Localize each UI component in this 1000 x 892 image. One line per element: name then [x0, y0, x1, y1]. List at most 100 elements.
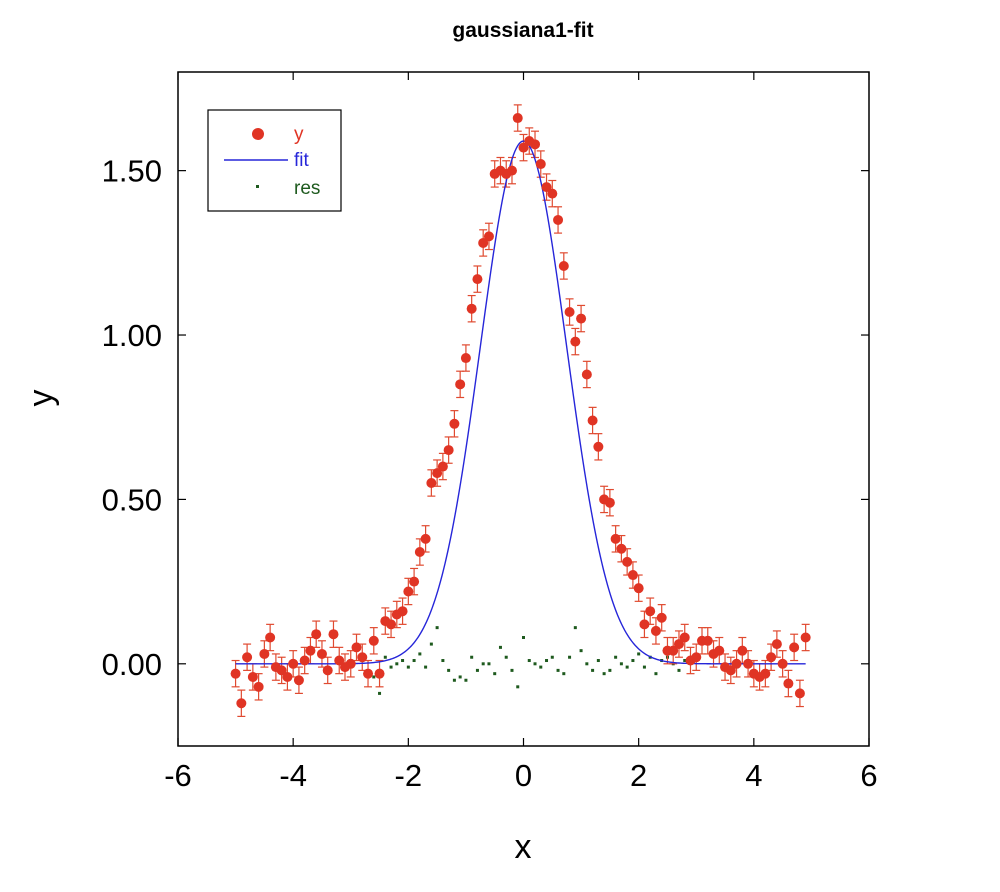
y-point [449, 418, 460, 429]
x-tick-label: 4 [745, 758, 762, 793]
y-point [691, 652, 702, 663]
y-point [737, 645, 748, 656]
y-point [547, 188, 558, 199]
legend-y-marker [252, 128, 264, 140]
res-point [383, 655, 387, 659]
y-tick-label: 1.50 [102, 154, 162, 189]
res-point [654, 672, 658, 676]
y-point [363, 668, 374, 679]
y-point [432, 468, 443, 479]
y-point [506, 165, 517, 176]
res-point [504, 655, 508, 659]
y-point [593, 441, 604, 452]
y-point [426, 477, 437, 488]
y-point [483, 231, 494, 242]
y-point [650, 625, 661, 636]
y-point [345, 658, 356, 669]
y-point [570, 336, 581, 347]
y-point [311, 629, 322, 640]
y-point [777, 658, 788, 669]
y-point [420, 533, 431, 544]
y-point [760, 668, 771, 679]
res-point [683, 659, 687, 663]
y-point [357, 652, 368, 663]
y-point [322, 665, 333, 676]
res-point [395, 662, 399, 666]
x-tick-label: -6 [164, 758, 192, 793]
y-point [299, 655, 310, 666]
y-point [466, 303, 477, 314]
y-point [242, 652, 253, 663]
res-point [568, 655, 572, 659]
x-axis-label: x [515, 828, 532, 866]
res-point [550, 655, 554, 659]
res-point [429, 642, 433, 646]
y-point [247, 671, 258, 682]
x-tick-label: 0 [515, 758, 532, 793]
res-point [406, 665, 410, 669]
res-point [596, 659, 600, 663]
res-point [441, 659, 445, 663]
res-point [401, 659, 405, 663]
y-point [794, 688, 805, 699]
res-point [556, 668, 560, 672]
y-tick-label: 1.00 [102, 318, 162, 353]
y-point [766, 652, 777, 663]
res-point [452, 678, 456, 682]
legend-y-label: y [294, 124, 304, 145]
res-point [447, 668, 451, 672]
y-tick-label: 0.50 [102, 482, 162, 517]
y-series-points [230, 113, 811, 709]
y-point [328, 629, 339, 640]
y-point [535, 159, 546, 170]
res-point [533, 662, 537, 666]
y-point [702, 635, 713, 646]
res-point [562, 672, 566, 676]
res-point [493, 672, 497, 676]
res-point [516, 685, 520, 689]
x-tick-label: -2 [395, 758, 423, 793]
y-point [512, 113, 523, 124]
y-axis-label: y [22, 390, 60, 407]
res-point [631, 659, 635, 663]
y-point [564, 307, 575, 318]
y-point [553, 214, 564, 225]
y-point [316, 648, 327, 659]
y-point [743, 658, 754, 669]
res-point [458, 675, 462, 679]
y-point [633, 583, 644, 594]
legend: y fit res [207, 109, 342, 212]
y-point [443, 445, 454, 456]
axis-tick-labels: -6 -4 -2 0 2 4 6 0.00 0.50 1.00 1.50 [102, 154, 878, 793]
res-point [619, 662, 623, 666]
res-point [585, 662, 589, 666]
res-point [378, 691, 382, 695]
res-point [608, 668, 612, 672]
res-point [424, 665, 428, 669]
y-point [616, 543, 627, 554]
res-point [522, 636, 525, 640]
y-point [604, 497, 615, 508]
y-point [725, 665, 736, 676]
y-point [230, 668, 241, 679]
y-point [368, 635, 379, 646]
legend-res-label: res [294, 178, 320, 199]
res-point [435, 626, 439, 630]
y-point [587, 415, 598, 426]
y-point [253, 681, 264, 692]
y-point [673, 639, 684, 650]
y-point [622, 556, 633, 567]
y-point [288, 658, 299, 669]
res-point [591, 668, 595, 672]
res-point [412, 659, 416, 663]
axis-ticks [177, 72, 870, 746]
y-point [455, 379, 466, 390]
legend-fit-label: fit [294, 150, 310, 171]
y-point [679, 632, 690, 643]
y-point [374, 668, 385, 679]
y-point [437, 461, 448, 472]
x-tick-label: 6 [860, 758, 877, 793]
y-point [789, 642, 800, 653]
x-tick-label: 2 [630, 758, 647, 793]
